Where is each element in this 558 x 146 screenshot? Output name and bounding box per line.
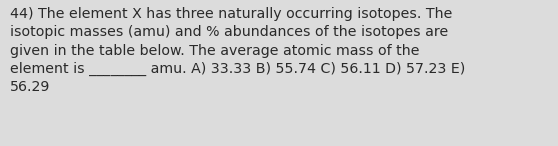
Text: 44) The element X has three naturally occurring isotopes. The
isotopic masses (a: 44) The element X has three naturally oc… bbox=[10, 7, 465, 94]
